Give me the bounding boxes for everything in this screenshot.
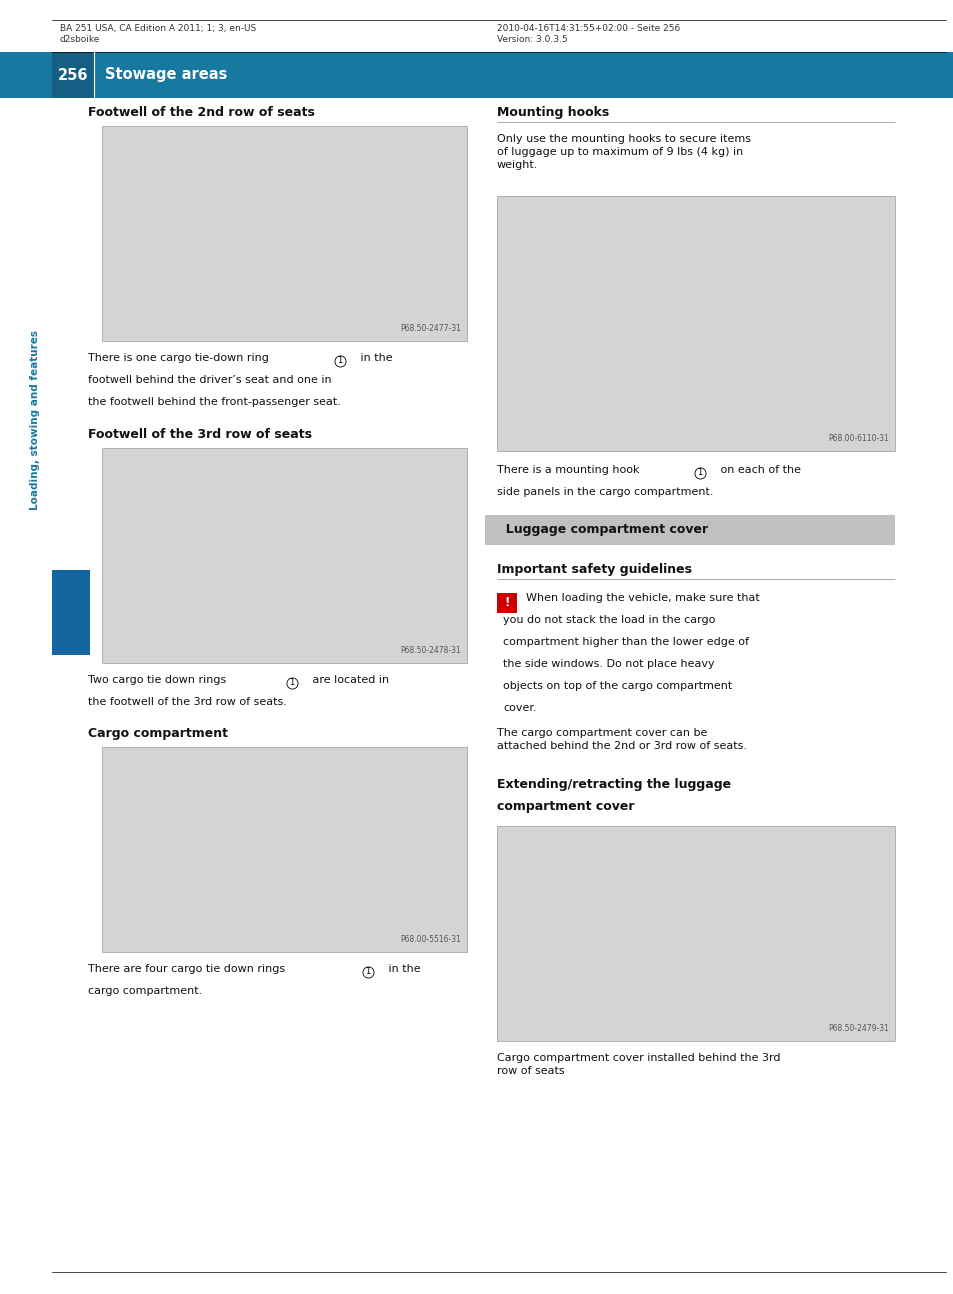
Text: Footwell of the 3rd row of seats: Footwell of the 3rd row of seats <box>88 428 312 441</box>
Text: !: ! <box>504 597 509 609</box>
Text: the footwell of the 3rd row of seats.: the footwell of the 3rd row of seats. <box>88 697 287 707</box>
Text: cover.: cover. <box>502 703 536 713</box>
Text: When loading the vehicle, make sure that: When loading the vehicle, make sure that <box>525 593 759 603</box>
Text: 1: 1 <box>697 468 702 477</box>
Text: in the: in the <box>356 353 393 364</box>
Text: P68.50-2478-31: P68.50-2478-31 <box>400 646 460 655</box>
Bar <box>52 569 90 655</box>
Text: Two cargo tie down rings: Two cargo tie down rings <box>88 675 230 685</box>
Text: Mounting hooks: Mounting hooks <box>497 106 609 119</box>
Text: 1: 1 <box>289 678 294 687</box>
Text: are located in: are located in <box>309 675 389 685</box>
Bar <box>52 52 94 98</box>
Text: side panels in the cargo compartment.: side panels in the cargo compartment. <box>497 487 713 497</box>
Text: Important safety guidelines: Important safety guidelines <box>497 563 691 576</box>
Text: P68.00-6110-31: P68.00-6110-31 <box>827 433 888 443</box>
Bar <box>497 826 894 1040</box>
Text: Cargo compartment cover installed behind the 3rd
row of seats: Cargo compartment cover installed behind… <box>497 1053 780 1077</box>
Text: footwell behind the driver’s seat and one in: footwell behind the driver’s seat and on… <box>88 375 332 386</box>
Text: There are four cargo tie down rings: There are four cargo tie down rings <box>88 964 289 974</box>
Bar <box>497 195 894 452</box>
Text: 1: 1 <box>365 968 370 977</box>
Text: 1: 1 <box>337 357 342 365</box>
Bar <box>484 515 894 545</box>
Text: Luggage compartment cover: Luggage compartment cover <box>497 524 707 537</box>
Bar <box>497 593 517 613</box>
Text: Version: 3.0.3.5: Version: 3.0.3.5 <box>497 35 567 44</box>
Text: Loading, stowing and features: Loading, stowing and features <box>30 330 40 510</box>
Text: Extending/retracting the luggage: Extending/retracting the luggage <box>497 778 730 791</box>
Bar <box>102 126 467 342</box>
Text: the side windows. Do not place heavy: the side windows. Do not place heavy <box>502 659 714 669</box>
Text: compartment higher than the lower edge of: compartment higher than the lower edge o… <box>502 637 748 647</box>
Text: cargo compartment.: cargo compartment. <box>88 986 202 996</box>
Text: There is a mounting hook: There is a mounting hook <box>497 465 642 475</box>
Text: d2sboike: d2sboike <box>60 35 100 44</box>
Bar <box>0 52 953 98</box>
Text: There is one cargo tie-down ring: There is one cargo tie-down ring <box>88 353 273 364</box>
Text: compartment cover: compartment cover <box>497 800 634 813</box>
Text: objects on top of the cargo compartment: objects on top of the cargo compartment <box>502 681 732 691</box>
Text: Stowage areas: Stowage areas <box>105 67 227 83</box>
Text: 256: 256 <box>58 67 89 83</box>
Text: on each of the: on each of the <box>717 465 801 475</box>
Text: P68.50-2479-31: P68.50-2479-31 <box>827 1024 888 1033</box>
Text: Cargo compartment: Cargo compartment <box>88 727 228 740</box>
Text: in the: in the <box>385 964 420 974</box>
Bar <box>102 747 467 952</box>
Text: P68.50-2477-31: P68.50-2477-31 <box>399 324 460 333</box>
Text: 2010-04-16T14:31:55+02:00 - Seite 256: 2010-04-16T14:31:55+02:00 - Seite 256 <box>497 25 679 34</box>
Text: Only use the mounting hooks to secure items
of luggage up to maximum of 9 lbs (4: Only use the mounting hooks to secure it… <box>497 135 750 171</box>
Text: the footwell behind the front-passenger seat.: the footwell behind the front-passenger … <box>88 397 340 408</box>
Text: BA 251 USA, CA Edition A 2011; 1; 3, en-US: BA 251 USA, CA Edition A 2011; 1; 3, en-… <box>60 25 256 34</box>
Bar <box>102 448 467 663</box>
Text: Footwell of the 2nd row of seats: Footwell of the 2nd row of seats <box>88 106 314 119</box>
Text: you do not stack the load in the cargo: you do not stack the load in the cargo <box>502 615 715 625</box>
Text: The cargo compartment cover can be
attached behind the 2nd or 3rd row of seats.: The cargo compartment cover can be attac… <box>497 729 746 752</box>
Text: P68.00-5516-31: P68.00-5516-31 <box>399 936 460 945</box>
